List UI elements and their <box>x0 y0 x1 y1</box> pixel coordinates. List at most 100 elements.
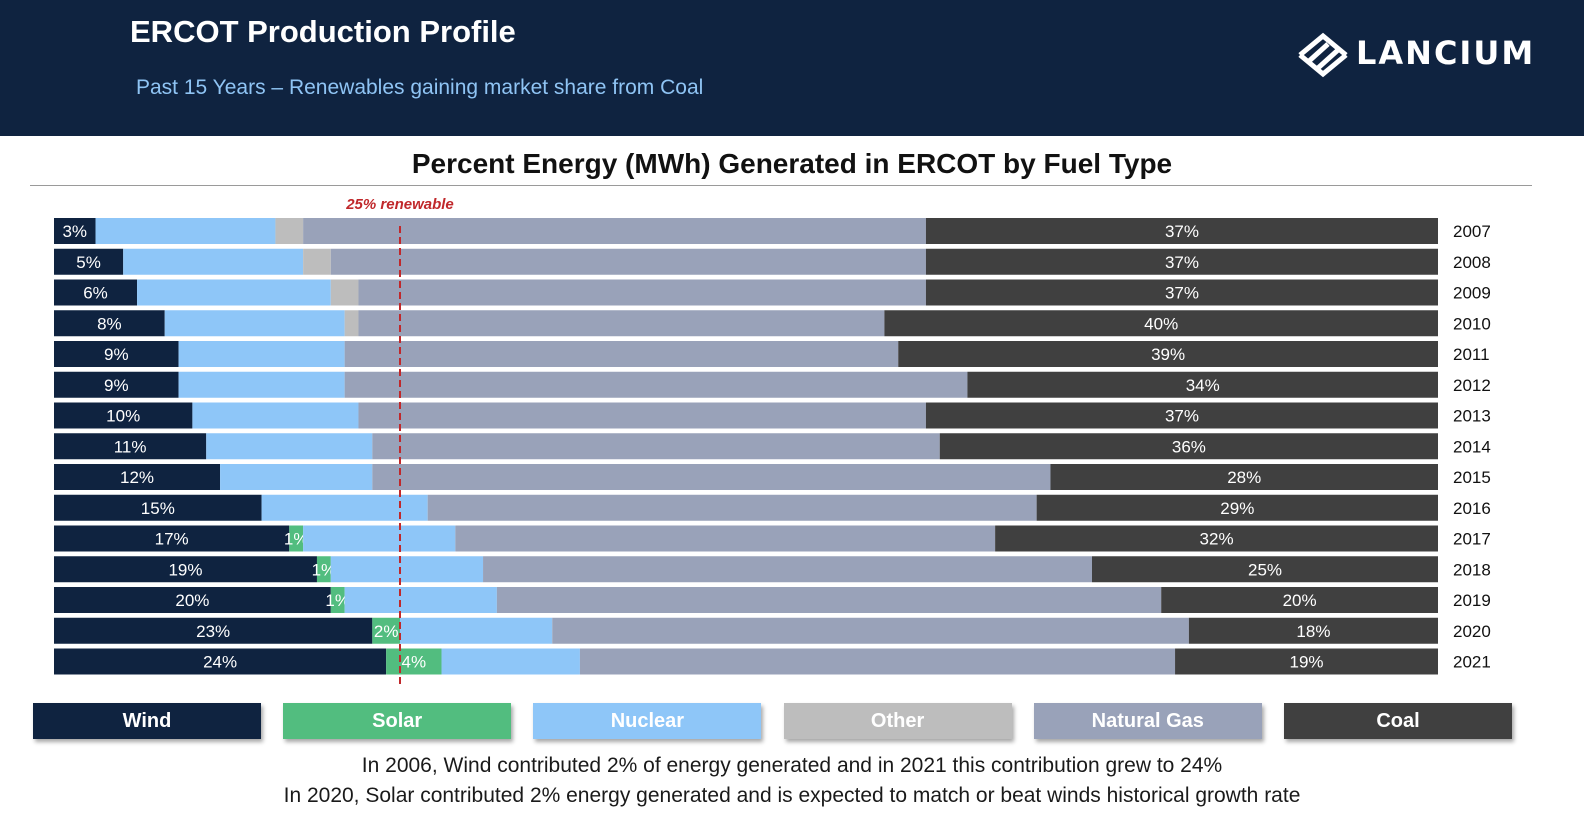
year-label-2011: 2011 <box>1453 345 1490 364</box>
bar-coal-2011 <box>898 341 1438 367</box>
bar-wind-2014 <box>54 433 207 460</box>
bar-natural-gas-2013 <box>358 402 926 429</box>
bar-solar-2018 <box>316 556 331 583</box>
bar-wind-2013 <box>54 402 193 429</box>
lancium-logo-text: LANCIUM <box>1356 34 1536 72</box>
year-label-2007: 2007 <box>1453 222 1491 241</box>
legend-nuclear: Nuclear <box>533 703 762 739</box>
bar-nuclear-2010 <box>164 310 345 337</box>
bar-other-2008 <box>303 248 331 275</box>
bar-natural-gas-2015 <box>372 464 1051 490</box>
bar-natural-gas-2019 <box>496 587 1162 613</box>
data-label-wind-2009: 6% <box>83 284 108 303</box>
data-label-wind-2012: 9% <box>104 376 129 395</box>
year-label-2021: 2021 <box>1453 653 1491 672</box>
bar-coal-2017 <box>995 525 1438 552</box>
chart-title: Percent Energy (MWh) Generated in ERCOT … <box>411 148 1173 179</box>
data-label-coal-2018: 25% <box>1248 560 1282 579</box>
bar-wind-2016 <box>54 494 262 521</box>
year-label-2013: 2013 <box>1453 407 1491 426</box>
bar-solar-2019 <box>330 587 345 613</box>
bar-nuclear-2019 <box>344 587 497 613</box>
bar-nuclear-2012 <box>178 371 345 398</box>
bar-wind-2011 <box>54 341 179 367</box>
data-label-solar-2018: 1% <box>312 560 337 579</box>
lancium-logo: LANCIUM <box>1294 30 1544 80</box>
bar-nuclear-2009 <box>137 279 331 306</box>
data-label-coal-2014: 36% <box>1172 437 1206 456</box>
bar-nuclear-2008 <box>123 248 304 275</box>
year-label-2015: 2015 <box>1453 468 1491 487</box>
data-label-wind-2015: 12% <box>120 468 154 487</box>
bar-coal-2009 <box>925 279 1438 306</box>
legend-other: Other <box>783 703 1012 739</box>
bar-coal-2019 <box>1161 587 1438 613</box>
bar-natural-gas-2018 <box>483 556 1092 583</box>
data-label-solar-2019: 1% <box>325 591 350 610</box>
bar-coal-2012 <box>967 371 1438 398</box>
data-label-coal-2015: 28% <box>1227 468 1261 487</box>
data-label-coal-2020: 18% <box>1296 622 1330 641</box>
bar-coal-2013 <box>925 402 1438 429</box>
bar-nuclear-2007 <box>95 218 276 244</box>
data-label-coal-2009: 37% <box>1165 284 1199 303</box>
data-label-wind-2008: 5% <box>76 253 101 272</box>
year-label-2009: 2009 <box>1453 284 1491 303</box>
bar-coal-2020 <box>1188 617 1438 644</box>
data-label-wind-2021: 24% <box>203 653 237 672</box>
bar-natural-gas-2016 <box>427 494 1037 521</box>
bar-natural-gas-2009 <box>358 279 926 306</box>
bar-natural-gas-2011 <box>344 341 899 367</box>
data-label-solar-2021: 4% <box>402 653 427 672</box>
bar-wind-2008 <box>54 248 124 275</box>
bar-coal-2021 <box>1175 648 1438 675</box>
data-label-wind-2019: 20% <box>175 591 209 610</box>
bar-natural-gas-2010 <box>358 310 885 337</box>
bar-natural-gas-2012 <box>344 371 968 398</box>
bar-other-2010 <box>344 310 359 337</box>
data-label-coal-2017: 32% <box>1200 530 1234 549</box>
bar-natural-gas-2014 <box>372 433 940 460</box>
bar-nuclear-2016 <box>261 494 428 521</box>
year-label-2019: 2019 <box>1453 591 1491 610</box>
data-label-coal-2010: 40% <box>1144 314 1178 333</box>
data-label-wind-2007: 3% <box>62 222 87 241</box>
data-label-wind-2014: 11% <box>114 437 147 456</box>
data-label-wind-2016: 15% <box>141 499 175 518</box>
bar-nuclear-2015 <box>220 464 373 490</box>
data-label-solar-2020: 2% <box>374 622 399 641</box>
bar-nuclear-2013 <box>192 402 359 429</box>
bar-wind-2018 <box>54 556 317 583</box>
footnote-wind: In 2006, Wind contributed 2% of energy g… <box>361 754 1223 777</box>
page-subtitle: Past 15 Years – Renewables gaining marke… <box>136 76 704 99</box>
bar-wind-2017 <box>54 525 290 552</box>
year-label-2008: 2008 <box>1453 253 1491 272</box>
lancium-logo-icon <box>1298 32 1348 78</box>
bar-coal-2018 <box>1092 556 1438 583</box>
bar-wind-2007 <box>54 218 96 244</box>
page-title: ERCOT Production Profile <box>130 14 516 49</box>
bar-nuclear-2017 <box>303 525 456 552</box>
bar-solar-2020 <box>372 617 400 644</box>
title-divider <box>30 185 1532 186</box>
year-label-2020: 2020 <box>1453 622 1491 641</box>
data-label-wind-2020: 23% <box>196 622 230 641</box>
data-label-wind-2013: 10% <box>106 407 140 426</box>
year-label-2018: 2018 <box>1453 560 1491 579</box>
bar-wind-2020 <box>54 617 373 644</box>
bar-nuclear-2018 <box>330 556 484 583</box>
bar-wind-2021 <box>54 648 387 675</box>
data-label-coal-2007: 37% <box>1165 222 1199 241</box>
data-label-coal-2012: 34% <box>1186 376 1220 395</box>
bar-coal-2007 <box>925 218 1438 244</box>
year-label-2012: 2012 <box>1453 376 1491 395</box>
legend-natural-gas: Natural Gas <box>1033 703 1262 739</box>
year-label-2014: 2014 <box>1453 437 1491 456</box>
bar-other-2007 <box>275 218 304 244</box>
legend-coal: Coal <box>1284 703 1512 739</box>
data-label-wind-2017: 17% <box>155 530 189 549</box>
data-label-coal-2008: 37% <box>1165 253 1199 272</box>
data-label-coal-2021: 19% <box>1290 653 1324 672</box>
data-label-coal-2011: 39% <box>1151 345 1185 364</box>
footnote-solar: In 2020, Solar contributed 2% energy gen… <box>283 784 1301 807</box>
